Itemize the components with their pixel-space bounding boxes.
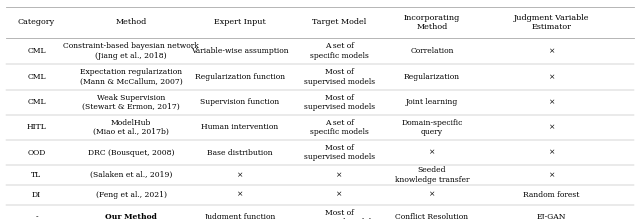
Text: ×: × xyxy=(548,47,555,55)
Text: EJ-GAN: EJ-GAN xyxy=(537,213,566,219)
Text: Category: Category xyxy=(18,18,55,26)
Text: Expectation regularization
(Mann & McCallum, 2007): Expectation regularization (Mann & McCal… xyxy=(80,68,182,86)
Text: ×: × xyxy=(548,171,555,179)
Text: Correlation: Correlation xyxy=(410,47,454,55)
Text: ×: × xyxy=(429,191,435,199)
Text: Seeded
knowledge transfer: Seeded knowledge transfer xyxy=(395,166,469,184)
Text: Our Method: Our Method xyxy=(105,213,157,219)
Text: Weak Supervision
(Stewart & Ermon, 2017): Weak Supervision (Stewart & Ermon, 2017) xyxy=(83,94,180,111)
Text: Most of
supervised models: Most of supervised models xyxy=(303,144,375,161)
Text: ×: × xyxy=(429,148,435,157)
Text: (Feng et al., 2021): (Feng et al., 2021) xyxy=(96,191,166,199)
Text: HITL: HITL xyxy=(27,123,46,131)
Text: Most of
supervised models: Most of supervised models xyxy=(303,94,375,111)
Text: -: - xyxy=(35,213,38,219)
Text: DI: DI xyxy=(32,191,41,199)
Text: ×: × xyxy=(336,191,342,199)
Text: Judgment function: Judgment function xyxy=(204,213,276,219)
Text: Target Model: Target Model xyxy=(312,18,366,26)
Text: Human intervention: Human intervention xyxy=(202,123,278,131)
Text: Regularization function: Regularization function xyxy=(195,73,285,81)
Text: Most of
supervised models: Most of supervised models xyxy=(303,68,375,86)
Text: Most of
supervised models: Most of supervised models xyxy=(303,208,375,219)
Text: Judgment Variable
Estimator: Judgment Variable Estimator xyxy=(514,14,589,31)
Text: ×: × xyxy=(336,171,342,179)
Text: ×: × xyxy=(548,148,555,157)
Text: A set of
specific models: A set of specific models xyxy=(310,42,369,60)
Text: CML: CML xyxy=(28,47,45,55)
Text: Supervision function: Supervision function xyxy=(200,98,280,106)
Text: TL: TL xyxy=(31,171,42,179)
Text: Regularization: Regularization xyxy=(404,73,460,81)
Text: Random forest: Random forest xyxy=(524,191,580,199)
Text: DRC (Bousquet, 2008): DRC (Bousquet, 2008) xyxy=(88,148,175,157)
Text: Expert Input: Expert Input xyxy=(214,18,266,26)
Text: ×: × xyxy=(548,73,555,81)
Text: Variable-wise assumption: Variable-wise assumption xyxy=(191,47,289,55)
Text: (Salaken et al., 2019): (Salaken et al., 2019) xyxy=(90,171,172,179)
Text: CML: CML xyxy=(28,98,45,106)
Text: A set of
specific models: A set of specific models xyxy=(310,119,369,136)
Text: Method: Method xyxy=(116,18,147,26)
Text: Domain-specific
query: Domain-specific query xyxy=(401,119,463,136)
Text: ×: × xyxy=(548,98,555,106)
Text: ModelHub
(Miao et al., 2017b): ModelHub (Miao et al., 2017b) xyxy=(93,119,169,136)
Text: Joint learning: Joint learning xyxy=(406,98,458,106)
Text: ×: × xyxy=(237,191,243,199)
Text: ×: × xyxy=(548,123,555,131)
Text: ×: × xyxy=(237,171,243,179)
Text: Conflict Resolution: Conflict Resolution xyxy=(396,213,468,219)
Text: Incorporating
Method: Incorporating Method xyxy=(404,14,460,31)
Text: Base distribution: Base distribution xyxy=(207,148,273,157)
Text: CML: CML xyxy=(28,73,45,81)
Text: OOD: OOD xyxy=(28,148,45,157)
Text: Constraint-based bayesian network
(Jiang et al., 2018): Constraint-based bayesian network (Jiang… xyxy=(63,42,199,60)
